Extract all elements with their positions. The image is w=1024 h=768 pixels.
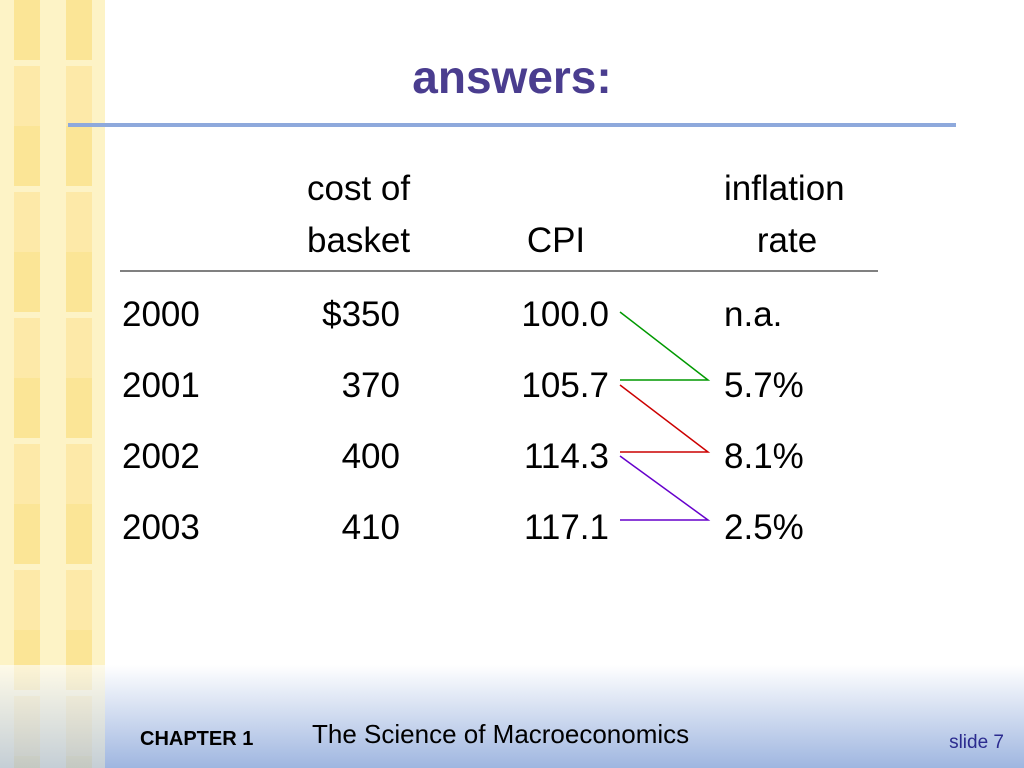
connector: [619, 455, 711, 521]
table-cell: 105.7: [521, 366, 609, 405]
row-year: 2001: [122, 366, 200, 405]
table-cell: 2.5%: [724, 508, 804, 547]
title-rule: [68, 123, 956, 127]
column-header: basket: [307, 221, 410, 260]
footer-band: [105, 665, 1024, 768]
slide-title: answers:: [412, 51, 611, 103]
footer-band-left: [0, 665, 105, 768]
table-cell: 8.1%: [724, 437, 804, 476]
table-cell: 114.3: [524, 437, 609, 476]
table-cell: 410: [342, 508, 400, 547]
table-body: 2000 $350 100.0 n.a. 2001 370 105.7 5.7% 2002 400…: [122, 295, 804, 547]
table-cell: 117.1: [524, 508, 609, 547]
connectors: [619, 311, 711, 521]
table-cell: n.a.: [724, 295, 782, 334]
row-year: 2002: [122, 437, 200, 476]
connector: [619, 384, 711, 453]
column-header: rate: [757, 221, 817, 260]
column-header: inflation: [724, 169, 845, 208]
table-cell: $350: [322, 295, 400, 334]
footer-slide: slide 7: [949, 732, 1004, 753]
column-header: CPI: [527, 221, 585, 260]
table-cell: 400: [342, 437, 400, 476]
row-year: 2000: [122, 295, 200, 334]
table-cell: 100.0: [521, 295, 609, 334]
side-decoration: [0, 0, 105, 768]
column-header: cost of: [307, 169, 410, 208]
table-cell: 370: [342, 366, 400, 405]
row-year: 2003: [122, 508, 200, 547]
connector: [619, 311, 711, 381]
table-cell: 5.7%: [724, 366, 804, 405]
footer-chapter: CHAPTER 1: [140, 728, 253, 750]
footer-book: The Science of Macroeconomics: [312, 719, 689, 749]
